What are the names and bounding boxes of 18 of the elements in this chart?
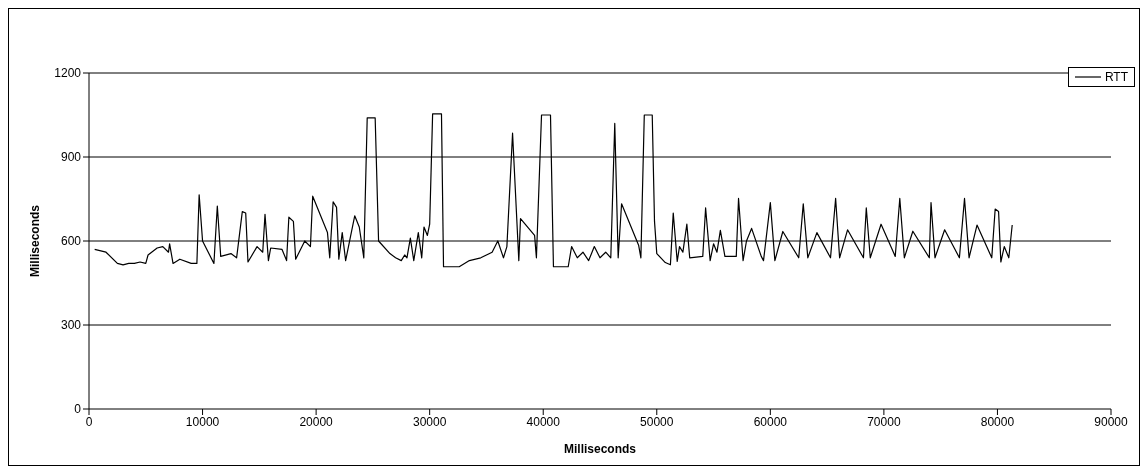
y-tick-label: 900 [60, 150, 82, 165]
legend-label: RTT [1104, 70, 1128, 84]
x-tick-label: 40000 [526, 414, 561, 429]
x-tick-label: 70000 [867, 414, 901, 429]
x-tick-label: 10000 [185, 414, 220, 429]
y-tick-label: 0 [74, 402, 82, 417]
y-tick-label: 300 [60, 318, 82, 333]
y-tick-label: 1200 [54, 66, 82, 81]
x-tick-label: 60000 [753, 414, 788, 429]
x-tick-label: 0 [85, 414, 93, 429]
x-axis-title: Milliseconds [563, 442, 637, 456]
y-tick-label: 600 [60, 234, 82, 249]
x-tick-label: 20000 [299, 414, 334, 429]
x-tick-label: 50000 [640, 414, 674, 429]
x-tick-label: 90000 [1094, 414, 1129, 429]
x-tick-label: 80000 [980, 414, 1015, 429]
x-tick-label: 30000 [412, 414, 447, 429]
y-axis-title: Milliseconds [28, 204, 43, 278]
